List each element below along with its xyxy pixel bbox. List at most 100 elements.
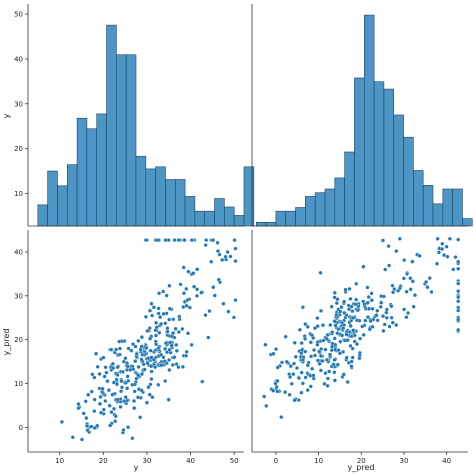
scatter-point — [156, 345, 161, 350]
scatter-point — [394, 249, 399, 254]
scatter-point — [111, 406, 117, 411]
scatter-point — [164, 293, 169, 298]
scatter-point — [382, 322, 387, 327]
scatter-point — [291, 361, 297, 366]
scatter-point — [84, 423, 90, 428]
col0-xlabel: y — [134, 463, 139, 472]
scatter-point — [144, 345, 149, 350]
scatter-point — [59, 419, 64, 424]
histogram-bar — [125, 54, 137, 227]
scatter-point — [150, 313, 155, 318]
scatter-point — [350, 309, 355, 314]
scatter-point — [103, 398, 108, 404]
scatter-point — [195, 267, 200, 272]
scatter-point — [434, 261, 440, 266]
scatter-point — [211, 238, 216, 243]
scatter-point — [406, 310, 411, 316]
histogram-bar — [243, 166, 255, 227]
scatter-point — [427, 276, 432, 281]
scatter-point — [111, 366, 116, 371]
scatter-point — [184, 286, 189, 291]
scatter-point — [173, 326, 178, 331]
scatter-point — [349, 304, 354, 309]
scatter-point — [387, 324, 392, 329]
histogram-bar — [295, 207, 306, 227]
scatter-point — [136, 364, 141, 370]
scatter-point — [271, 388, 276, 393]
scatter-point — [144, 238, 149, 243]
scatter-point — [333, 323, 338, 328]
scatter-point — [148, 382, 153, 387]
scatter-point — [325, 376, 330, 381]
scatter-point — [158, 315, 163, 320]
scatter-point — [365, 285, 370, 290]
scatter-point — [390, 320, 395, 325]
scatter-point — [279, 415, 284, 420]
scatter-point — [334, 312, 339, 317]
scatter-point — [296, 376, 301, 381]
scatter-point — [352, 333, 357, 338]
scatter-point — [291, 372, 296, 377]
scatter-point — [105, 379, 110, 384]
scatter-point — [149, 369, 154, 374]
scatter-point — [181, 304, 186, 310]
scatter-point — [184, 349, 189, 354]
scatter-point — [315, 316, 320, 321]
scatter-point — [332, 336, 337, 341]
scatter-point — [149, 364, 154, 369]
scatter-point — [136, 387, 141, 392]
scatter-point — [146, 385, 151, 390]
scatter-point — [456, 295, 461, 300]
scatter-point — [310, 366, 315, 371]
histogram-bar — [442, 188, 453, 227]
scatter-point — [384, 310, 389, 315]
scatter-point — [348, 296, 353, 301]
panel-2-xtick-label: 20 — [99, 457, 108, 465]
scatter-point — [367, 327, 372, 332]
scatter-point — [153, 328, 158, 333]
scatter-point — [144, 400, 149, 405]
scatter-point — [345, 338, 350, 343]
scatter-point — [303, 349, 308, 354]
scatter-point — [163, 321, 168, 326]
scatter-point — [381, 328, 386, 333]
scatter-point — [97, 371, 102, 377]
histogram-bar — [334, 177, 345, 227]
histogram-bar — [204, 210, 215, 227]
scatter-point — [203, 243, 208, 248]
scatter-point — [331, 362, 336, 367]
scatter-point — [349, 364, 354, 369]
scatter-point — [312, 353, 318, 358]
panel-2-xtick-label: 10 — [55, 457, 64, 465]
scatter-point — [154, 238, 159, 243]
scatter-point — [92, 425, 97, 431]
scatter-point — [145, 361, 150, 366]
scatter-point — [154, 342, 159, 347]
scatter-point — [178, 282, 183, 287]
panel-0-ytick-label: 10 — [14, 190, 23, 198]
scatter-point — [233, 298, 238, 303]
panel-3-xtick-label: 0 — [274, 457, 278, 465]
scatter-point — [408, 287, 413, 292]
scatter-point — [303, 336, 308, 341]
scatter-point — [300, 381, 305, 386]
scatter-point — [109, 347, 114, 352]
scatter-point — [143, 314, 148, 319]
scatter-point — [289, 381, 294, 386]
scatter-point — [456, 237, 461, 242]
scatter-point — [423, 279, 429, 285]
scatter-point — [404, 289, 409, 294]
panel-2-xtick-label: 40 — [186, 457, 195, 465]
panel-3-xtick-label: 40 — [442, 457, 451, 465]
scatter-point — [174, 342, 179, 347]
scatter-point — [292, 340, 297, 345]
scatter-point — [348, 343, 353, 348]
scatter-point — [338, 309, 343, 314]
scatter-point — [97, 401, 102, 406]
histogram-bar — [145, 168, 156, 227]
scatter-point — [389, 304, 394, 309]
scatter-point — [263, 342, 268, 347]
scatter-point — [157, 330, 162, 335]
scatter-point — [177, 314, 182, 319]
scatter-point — [284, 359, 289, 364]
